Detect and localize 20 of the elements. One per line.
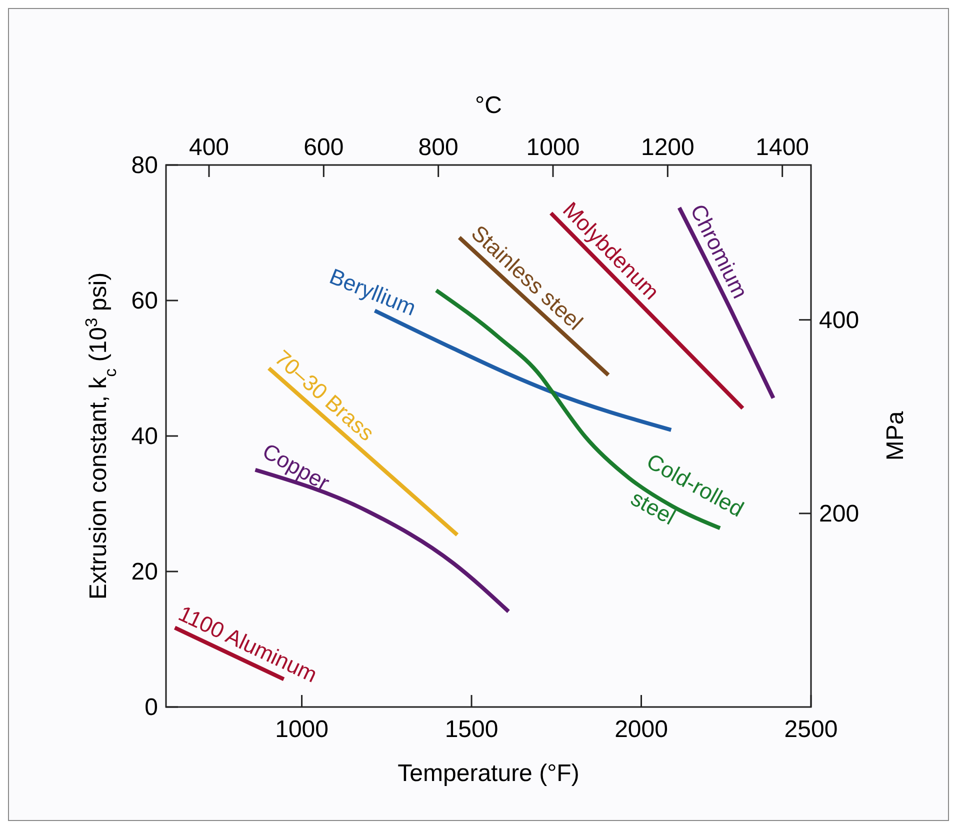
x-tick-label: 2000 bbox=[614, 716, 668, 743]
x2-tick-label: 800 bbox=[418, 134, 458, 161]
x2-tick-label: 400 bbox=[188, 134, 230, 161]
x2-tick-label: 1200 bbox=[640, 134, 694, 161]
x-axis-title: Temperature (°F) bbox=[398, 760, 580, 787]
x2-axis-title: °C bbox=[475, 92, 502, 119]
y-tick-label: 40 bbox=[131, 423, 158, 450]
y-tick-label: 0 bbox=[144, 694, 158, 721]
x-tick-label: 2500 bbox=[784, 716, 838, 743]
y2-tick-label: 200 bbox=[819, 500, 860, 528]
x-tick-label: 1500 bbox=[444, 716, 498, 743]
x2-tick-label: 1400 bbox=[756, 134, 810, 161]
y-tick-label: 60 bbox=[131, 288, 158, 314]
y-tick-label: 80 bbox=[131, 152, 158, 179]
y2-axis-title: MPa bbox=[882, 410, 909, 461]
y-tick-label: 20 bbox=[131, 558, 158, 586]
y2-tick-label: 400 bbox=[819, 306, 860, 334]
x2-tick-label: 1000 bbox=[526, 134, 580, 161]
x-tick-label: 1000 bbox=[275, 716, 328, 743]
x2-tick-label: 600 bbox=[304, 134, 344, 161]
